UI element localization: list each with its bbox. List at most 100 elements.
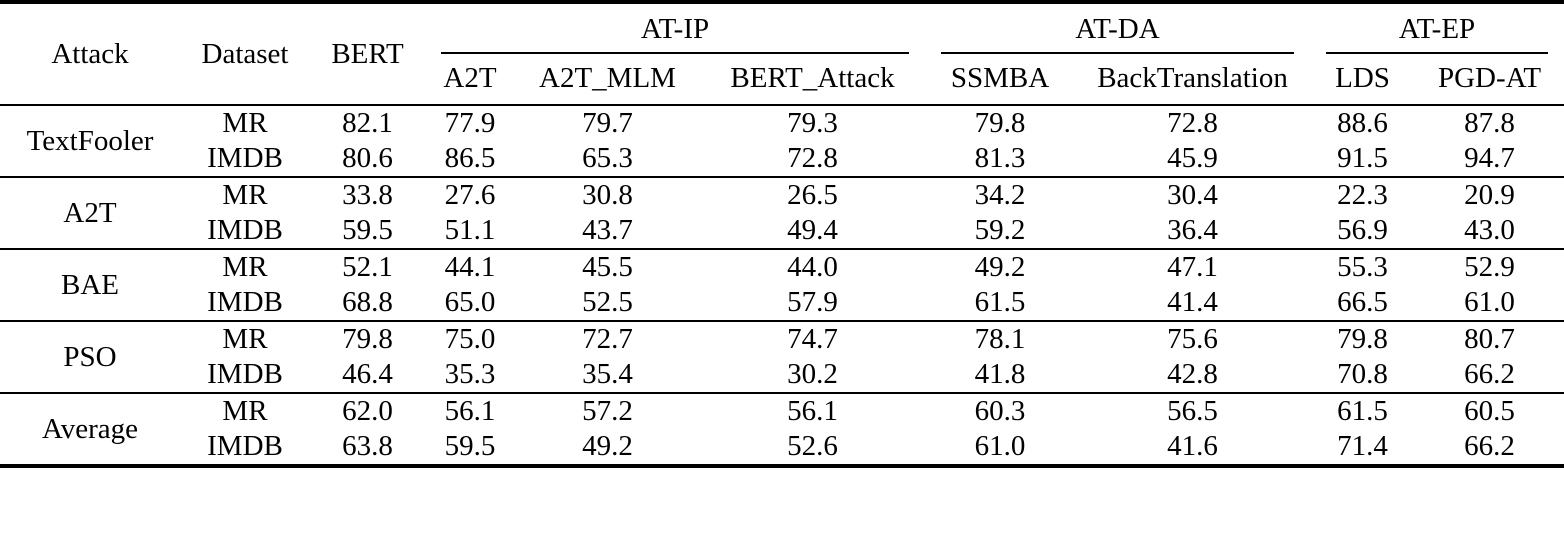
col-header-bert: BERT [310,2,425,106]
sub-header-row: A2T A2T_MLM BERT_Attack SSMBA BackTransl… [0,54,1564,106]
value-cell: 61.0 [1464,286,1515,318]
value-cell: 78.1 [925,320,1076,357]
value-cell: 44.1 [425,248,515,285]
value-cell: 66.2 [1464,358,1515,390]
dataset-cell: MR [180,248,310,285]
col-header-backtranslation: BackTranslation [1075,54,1311,106]
value-cell: 45.9 [1167,142,1218,174]
at-da-group-rule: AT-DA [941,4,1295,54]
value-cell: 57.9 [787,286,838,318]
value-cell: 52.1 [310,248,425,285]
value-cell: 33.8 [310,176,425,213]
dataset-cell: MR [180,104,310,141]
table-row: A2T MR 33.8 27.6 30.8 26.5 34.2 30.4 22.3 20.9 [0,176,1564,249]
group-label-at-ip: AT-IP [640,13,710,45]
dataset-cell: IMDB [207,286,283,318]
value-cell: 60.5 [1415,392,1564,429]
value-cell: 30.8 [515,176,700,213]
value-cell: 49.2 [582,430,633,462]
table-row: IMDB 63.8 59.5 49.2 52.6 61.0 41.6 71.4 66.2 [0,429,1564,466]
table-body: TextFooler MR 82.1 77.9 79.7 79.3 79.8 72.8 88.6… [0,104,1564,466]
table-row: TextFooler MR 82.1 77.9 79.7 79.3 79.8 72.8 88.6… [0,104,1564,177]
value-cell: 66.2 [1464,430,1515,462]
value-cell: 72.8 [787,142,838,174]
value-cell: 80.7 [1415,320,1564,357]
table-row: IMDB 59.5 51.1 43.7 49.4 59.2 36.4 56.9 43.0 [0,213,1564,249]
col-header-ssmba: SSMBA [925,54,1076,106]
table-row: Average MR 62.0 56.1 57.2 56.1 60.3 56.5 61.5 60.… [0,392,1564,466]
value-cell: 72.8 [1075,104,1311,141]
value-cell: 41.4 [1167,286,1218,318]
col-header-pgd-at: PGD-AT [1415,54,1564,106]
value-cell: 79.8 [310,320,425,357]
value-cell: 63.8 [342,430,393,462]
value-cell: 49.2 [925,248,1076,285]
value-cell: 45.5 [515,248,700,285]
value-cell: 35.4 [582,358,633,390]
value-cell: 75.6 [1075,320,1311,357]
group-header-at-ep: AT-EP [1310,2,1564,54]
attack-cell: Average [0,392,180,466]
value-cell: 82.1 [310,104,425,141]
value-cell: 79.8 [925,104,1076,141]
group-label-at-ep: AT-EP [1398,13,1476,45]
value-cell: 47.1 [1075,248,1311,285]
dataset-cell: IMDB [207,358,283,390]
col-header-dataset: Dataset [180,2,310,106]
value-cell: 65.3 [582,142,633,174]
value-cell: 56.1 [700,392,926,429]
value-cell: 61.0 [974,430,1026,462]
dataset-cell: MR [180,320,310,357]
table-row: PSO MR 79.8 75.0 72.7 74.7 78.1 75.6 79.8 80.7 [0,320,1564,393]
value-cell: 62.0 [310,392,425,429]
table-header: Attack Dataset BERT AT-IP AT-DA AT-EP A2… [0,2,1564,106]
value-cell: 52.5 [582,286,633,318]
value-cell: 43.0 [1464,214,1515,246]
value-cell: 52.9 [1415,248,1564,285]
results-table: Attack Dataset BERT AT-IP AT-DA AT-EP A2… [0,0,1564,468]
value-cell: 56.9 [1337,214,1388,246]
value-cell: 77.9 [425,104,515,141]
value-cell: 94.7 [1464,142,1515,174]
value-cell: 87.8 [1415,104,1564,141]
value-cell: 49.4 [787,214,838,246]
col-header-a2t: A2T [425,54,515,106]
at-ep-group-rule: AT-EP [1326,4,1549,54]
value-cell: 88.6 [1310,104,1416,141]
value-cell: 35.3 [444,358,496,390]
dataset-cell: IMDB [207,142,283,174]
dataset-cell: MR [180,176,310,213]
dataset-cell: IMDB [207,430,283,462]
value-cell: 65.0 [444,286,496,318]
attack-cell: A2T [0,176,180,249]
value-cell: 70.8 [1337,358,1388,390]
value-cell: 36.4 [1167,214,1218,246]
value-cell: 75.0 [425,320,515,357]
value-cell: 79.8 [1310,320,1416,357]
value-cell: 57.2 [515,392,700,429]
group-header-row: Attack Dataset BERT AT-IP AT-DA AT-EP [0,2,1564,106]
value-cell: 66.5 [1337,286,1388,318]
value-cell: 74.7 [700,320,926,357]
table-row: BAE MR 52.1 44.1 45.5 44.0 49.2 47.1 55.3 52.9 [0,248,1564,321]
group-label-at-da: AT-DA [1075,13,1160,45]
attack-cell: BAE [0,248,180,321]
value-cell: 30.4 [1075,176,1311,213]
value-cell: 72.7 [515,320,700,357]
table-row: IMDB 68.8 65.0 52.5 57.9 61.5 41.4 66.5 61.0 [0,285,1564,321]
value-cell: 56.1 [425,392,515,429]
value-cell: 41.8 [974,358,1026,390]
value-cell: 79.3 [700,104,926,141]
value-cell: 71.4 [1337,430,1388,462]
value-cell: 22.3 [1310,176,1416,213]
dataset-cell: IMDB [207,214,283,246]
value-cell: 80.6 [342,142,393,174]
value-cell: 55.3 [1310,248,1416,285]
value-cell: 41.6 [1167,430,1218,462]
col-header-lds: LDS [1310,54,1416,106]
value-cell: 27.6 [425,176,515,213]
group-header-at-da: AT-DA [925,2,1310,54]
dataset-cell: MR [180,392,310,429]
value-cell: 46.4 [342,358,393,390]
